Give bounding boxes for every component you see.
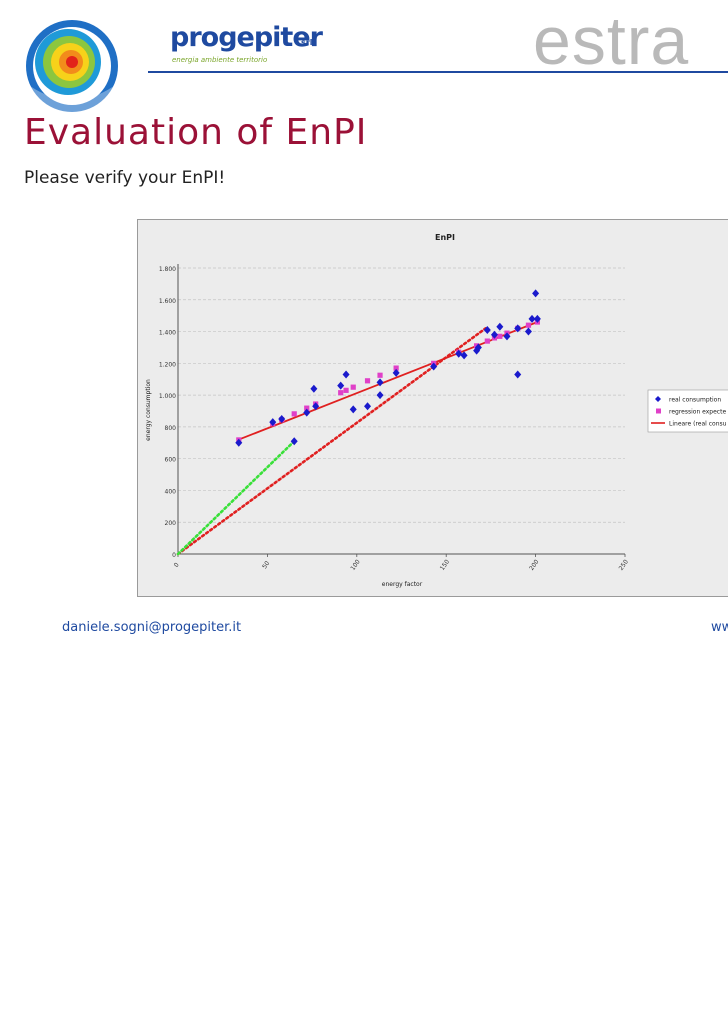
legend-label: real consumption <box>669 397 721 404</box>
regression-point <box>350 384 356 390</box>
x-tick-label: 50 <box>261 560 271 570</box>
page-subtitle: Please verify your EnPI! <box>24 168 226 188</box>
data-point <box>528 314 536 323</box>
regression-point <box>304 405 310 411</box>
data-point <box>483 325 491 334</box>
data-point <box>490 330 498 339</box>
y-tick-label: 200 <box>165 520 177 527</box>
data-point <box>349 405 357 414</box>
data-point <box>496 322 504 331</box>
company-logo <box>26 20 118 116</box>
legend-label: Lineare (real consu <box>669 421 727 428</box>
data-point <box>269 418 277 427</box>
y-tick-label: 400 <box>165 488 177 495</box>
legend-marker <box>656 408 661 414</box>
data-point <box>474 343 482 352</box>
data-point <box>290 437 298 446</box>
y-tick-label: 1.000 <box>159 393 176 400</box>
chart-frame: EnPI 0 200 400 600 800 1.000 1.200 1.400 1.600 1.8… <box>137 219 728 597</box>
y-tick-label: 1.600 <box>159 298 176 305</box>
y-tick-label: 800 <box>165 425 177 432</box>
y-tick-label: 0 <box>172 552 176 559</box>
data-point <box>376 391 384 400</box>
y-tick-label: 1.400 <box>159 330 176 337</box>
x-tick-label: 250 <box>618 558 630 572</box>
reference-dotted-line <box>176 439 296 556</box>
regression-point <box>291 411 297 417</box>
footer-email-link[interactable]: daniele.sogni@progepiter.it <box>62 620 242 635</box>
data-point <box>364 402 372 411</box>
regression-point <box>338 390 344 396</box>
legend-marker <box>655 396 661 402</box>
footer-website-link[interactable]: ww <box>711 620 728 635</box>
data-point <box>303 408 311 417</box>
regression-point <box>343 387 349 393</box>
data-point <box>310 384 318 393</box>
regression-point <box>484 338 490 344</box>
data-point <box>312 402 320 411</box>
regression-point <box>364 378 371 384</box>
regression-point <box>497 333 503 339</box>
data-point <box>342 370 350 379</box>
y-tick-label: 600 <box>165 457 177 464</box>
y-tick-label: 1.200 <box>159 361 176 368</box>
regression-point <box>377 372 383 378</box>
x-axis-label: energy factor <box>382 581 423 588</box>
x-tick-label: 150 <box>439 558 451 572</box>
data-point <box>278 414 286 423</box>
data-point <box>235 438 243 447</box>
watermark-text: estra <box>533 3 690 79</box>
legend-label: regression expecte <box>669 409 726 416</box>
x-tick-label: 0 <box>173 561 181 568</box>
enpi-chart: EnPI 0 200 400 600 800 1.000 1.200 1.400 1.600 1.8… <box>145 233 728 588</box>
chart-title: EnPI <box>435 233 455 242</box>
y-tick-label: 1.800 <box>159 266 176 273</box>
data-point <box>337 381 345 390</box>
x-tick-label: 200 <box>528 558 540 572</box>
header-divider <box>148 71 728 73</box>
data-point <box>455 349 463 358</box>
brand-name: progepiter <box>170 22 323 53</box>
y-axis-label: energy consumption <box>145 379 152 441</box>
data-point <box>376 378 384 387</box>
data-point <box>392 368 400 377</box>
reference-dotted-line <box>176 327 487 556</box>
data-point <box>503 332 511 341</box>
legend-box <box>647 389 728 433</box>
regression-point <box>525 322 532 328</box>
page-title: Evaluation of EnPI <box>24 112 368 153</box>
data-point <box>532 289 540 298</box>
data-point <box>533 314 541 323</box>
regression-point <box>393 365 399 371</box>
brand-suffix: srl <box>301 38 313 47</box>
data-point <box>524 327 532 336</box>
brand-tagline: energia ambiente territorio <box>172 56 268 64</box>
data-point <box>430 362 438 371</box>
x-tick-label: 100 <box>349 558 361 572</box>
data-point <box>460 351 468 360</box>
data-point <box>514 370 522 379</box>
data-point <box>514 324 522 333</box>
